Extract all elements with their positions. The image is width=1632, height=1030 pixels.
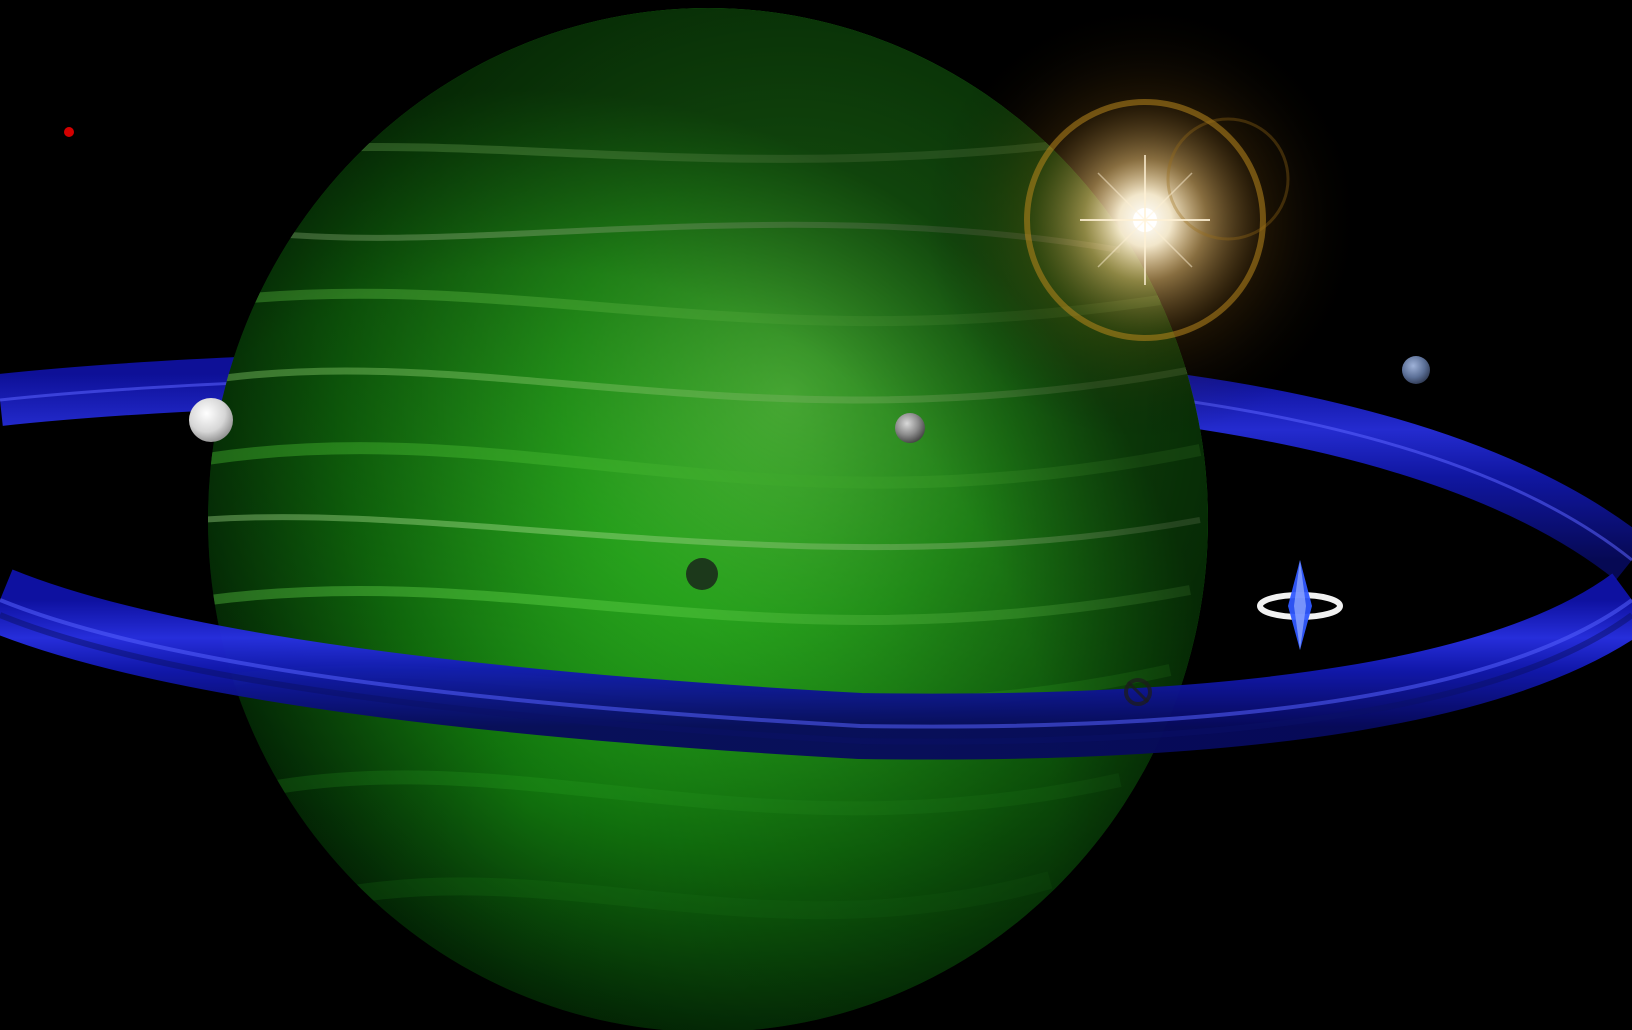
moon-shadow bbox=[686, 558, 718, 590]
white-moon bbox=[189, 398, 233, 442]
distant-red-star bbox=[64, 127, 74, 137]
planet-ring-front bbox=[0, 569, 1632, 760]
small-ring-object bbox=[1124, 678, 1152, 706]
satellite bbox=[1257, 560, 1343, 650]
gray-moon bbox=[895, 413, 925, 443]
blue-moon bbox=[1402, 356, 1430, 384]
sun-lens-flare bbox=[925, 0, 1365, 440]
